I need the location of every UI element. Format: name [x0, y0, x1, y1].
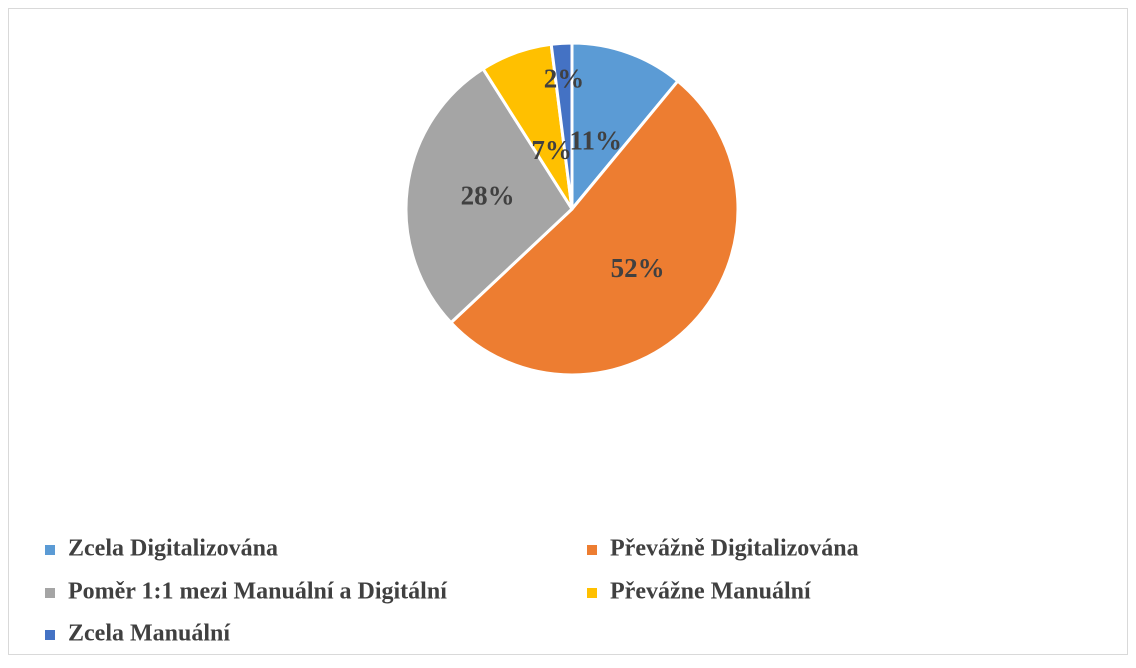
legend-swatch: [45, 630, 55, 640]
legend-label: Poměr 1:1 mezi Manuální a Digitální: [68, 579, 447, 605]
legend-swatch: [45, 588, 55, 598]
legend-label: Zcela Digitalizována: [68, 536, 278, 562]
data-label: 7%: [531, 135, 572, 165]
legend-label: Převážne Manuální: [610, 579, 811, 605]
legend-label: Převážně Digitalizována: [610, 536, 859, 562]
data-label: 11%: [569, 125, 622, 155]
data-label: 28%: [461, 181, 515, 211]
data-label: 2%: [544, 63, 585, 93]
pie-slice: [549, 41, 574, 211]
pie-slice: [570, 41, 680, 211]
legend-swatch: [587, 588, 597, 598]
legend-label: Zcela Manuální: [68, 621, 230, 647]
legend-swatch: [587, 545, 597, 555]
legend-swatch: [45, 545, 55, 555]
data-label: 52%: [611, 253, 665, 283]
pie-slice: [404, 67, 574, 325]
pie-slice: [449, 79, 740, 377]
